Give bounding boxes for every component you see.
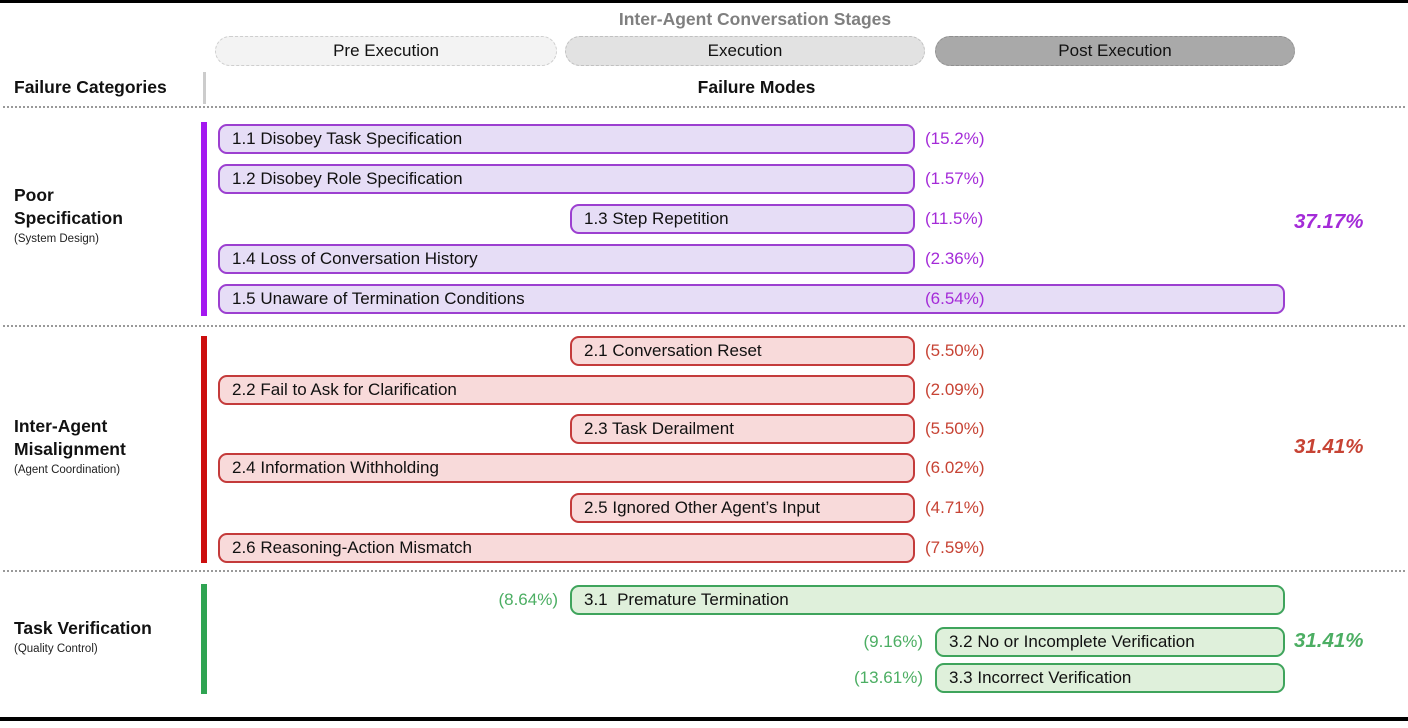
section-divider-2 bbox=[3, 325, 1405, 327]
mode-pct-3-3: (13.61%) bbox=[854, 668, 923, 687]
mode-box-2-4: 2.4 Information Withholding bbox=[218, 453, 915, 483]
mode-label: 2.2 Fail to Ask for Clarification bbox=[232, 380, 457, 399]
stages-title: Inter-Agent Conversation Stages bbox=[618, 9, 892, 29]
mode-pct-1-1: (15.2%) bbox=[925, 129, 985, 148]
category-total-pct: 37.17% bbox=[1294, 210, 1364, 233]
category-label: Inter-Agent Misalignment (Agent Coordina… bbox=[14, 415, 198, 477]
category-name-line1: Inter-Agent bbox=[14, 416, 108, 436]
failure-modes-header: Failure Modes bbox=[697, 77, 816, 97]
mode-label: 3.3 Incorrect Verification bbox=[949, 668, 1132, 687]
bottom-border-rule bbox=[0, 717, 1408, 721]
mode-label: 2.1 Conversation Reset bbox=[584, 341, 762, 360]
mode-pct-1-5: (6.54%) bbox=[925, 289, 985, 308]
mode-pct-1-3: (11.5%) bbox=[925, 209, 984, 228]
mode-box-2-5: 2.5 Ignored Other Agent’s Input bbox=[570, 493, 915, 523]
mode-label: 1.2 Disobey Role Specification bbox=[232, 169, 463, 188]
mode-label: 2.4 Information Withholding bbox=[232, 458, 439, 477]
category-color-bar bbox=[201, 584, 207, 694]
mode-label: 2.5 Ignored Other Agent’s Input bbox=[584, 498, 820, 517]
mode-pct-2-5: (4.71%) bbox=[925, 498, 985, 517]
mode-pct-2-2: (2.09%) bbox=[925, 380, 985, 399]
category-subtitle: (Agent Coordination) bbox=[14, 464, 121, 476]
category-total-pct: 31.41% bbox=[1294, 435, 1364, 458]
mode-pct-1-2: (1.57%) bbox=[925, 169, 985, 188]
header-divider bbox=[203, 72, 206, 104]
category-name-line2: Misalignment bbox=[14, 439, 126, 459]
category-subtitle: (System Design) bbox=[14, 233, 99, 245]
mode-pct-2-4: (6.02%) bbox=[925, 458, 985, 477]
mode-box-3-2: 3.2 No or Incomplete Verification bbox=[935, 627, 1285, 657]
category-name-line1: Poor bbox=[14, 185, 54, 205]
category-label: Task Verification (Quality Control) bbox=[14, 617, 198, 656]
mode-label: 1.1 Disobey Task Specification bbox=[232, 129, 463, 148]
top-border-rule bbox=[0, 0, 1408, 3]
category-color-bar bbox=[201, 122, 207, 316]
category-name-line2: Specification bbox=[14, 208, 123, 228]
mode-pct-2-6: (7.59%) bbox=[925, 538, 985, 557]
mode-pct-3-1: (8.64%) bbox=[498, 590, 558, 609]
mode-box-2-6: 2.6 Reasoning-Action Mismatch bbox=[218, 533, 915, 563]
category-color-bar bbox=[201, 336, 207, 563]
mode-pct-1-4: (2.36%) bbox=[925, 249, 985, 268]
mode-box-1-2: 1.2 Disobey Role Specification bbox=[218, 164, 915, 194]
mode-box-1-5: 1.5 Unaware of Termination Conditions bbox=[218, 284, 1285, 314]
mode-label: 1.4 Loss of Conversation History bbox=[232, 249, 478, 268]
mode-pct-3-2: (9.16%) bbox=[863, 632, 923, 651]
category-total-pct: 31.41% bbox=[1294, 629, 1364, 652]
mode-label: 3.1 Premature Termination bbox=[584, 590, 789, 609]
mode-box-2-2: 2.2 Fail to Ask for Clarification bbox=[218, 375, 915, 405]
mode-box-1-1: 1.1 Disobey Task Specification bbox=[218, 124, 915, 154]
mode-label: 2.3 Task Derailment bbox=[584, 419, 734, 438]
section-divider-3 bbox=[3, 570, 1405, 572]
mode-box-1-3: 1.3 Step Repetition bbox=[570, 204, 915, 234]
mode-label: 1.5 Unaware of Termination Conditions bbox=[232, 289, 525, 308]
failure-categories-header: Failure Categories bbox=[14, 77, 167, 97]
mode-box-2-1: 2.1 Conversation Reset bbox=[570, 336, 915, 366]
mode-pct-2-1: (5.50%) bbox=[925, 341, 985, 360]
stage-pill-pre-execution: Pre Execution bbox=[215, 36, 557, 66]
category-name-line1: Task Verification bbox=[14, 618, 152, 638]
mode-box-2-3: 2.3 Task Derailment bbox=[570, 414, 915, 444]
mode-box-3-3: 3.3 Incorrect Verification bbox=[935, 663, 1285, 693]
mode-label: 1.3 Step Repetition bbox=[584, 209, 729, 228]
stage-pill-execution: Execution bbox=[565, 36, 925, 66]
category-subtitle: (Quality Control) bbox=[14, 643, 98, 655]
mode-box-1-4: 1.4 Loss of Conversation History bbox=[218, 244, 915, 274]
stage-pill-post-execution: Post Execution bbox=[935, 36, 1295, 66]
mode-box-3-1: 3.1 Premature Termination bbox=[570, 585, 1285, 615]
section-divider-1 bbox=[3, 106, 1405, 108]
mode-label: 3.2 No or Incomplete Verification bbox=[949, 632, 1195, 651]
category-label: Poor Specification (System Design) bbox=[14, 184, 198, 246]
mode-pct-2-3: (5.50%) bbox=[925, 419, 985, 438]
mode-label: 2.6 Reasoning-Action Mismatch bbox=[232, 538, 473, 557]
